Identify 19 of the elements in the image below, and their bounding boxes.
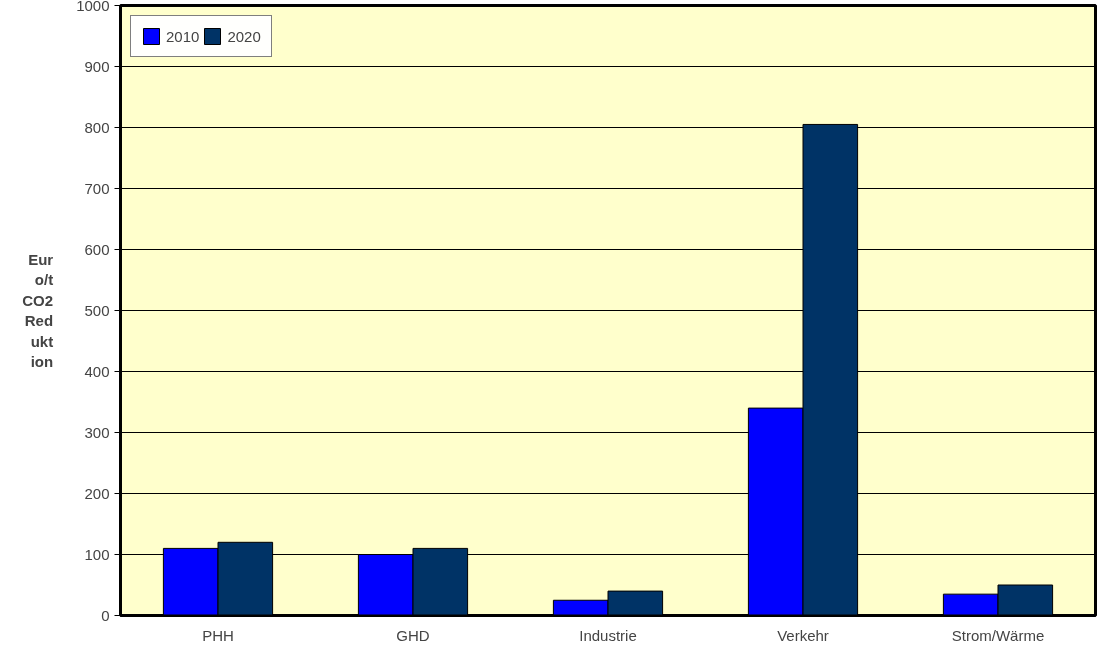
y-tick-label: 700: [84, 179, 110, 197]
y-tick-label: 900: [84, 57, 110, 75]
y-tick-label: 500: [84, 301, 110, 319]
y-tick-label: 400: [84, 362, 110, 380]
x-tick-label: GHD: [396, 626, 430, 644]
x-tick-label: Strom/Wärme: [951, 626, 1045, 644]
legend-label: 2020: [227, 27, 261, 45]
x-tick-label: Verkehr: [777, 626, 829, 644]
y-tick-label: 600: [84, 240, 110, 258]
y-tick-label: 800: [84, 118, 110, 136]
x-tick-label: Industrie: [579, 626, 637, 644]
y-axis-title: Euro/t CO2 Reduktion: [22, 251, 54, 370]
y-tick-label: 0: [101, 606, 110, 624]
y-tick-label: 200: [84, 484, 110, 502]
y-tick-label: 100: [84, 545, 110, 563]
y-tick-label: 300: [84, 423, 110, 441]
legend-label: 2010: [166, 27, 200, 45]
y-tick-label: 1000: [76, 0, 110, 14]
x-tick-label: PHH: [202, 626, 234, 644]
